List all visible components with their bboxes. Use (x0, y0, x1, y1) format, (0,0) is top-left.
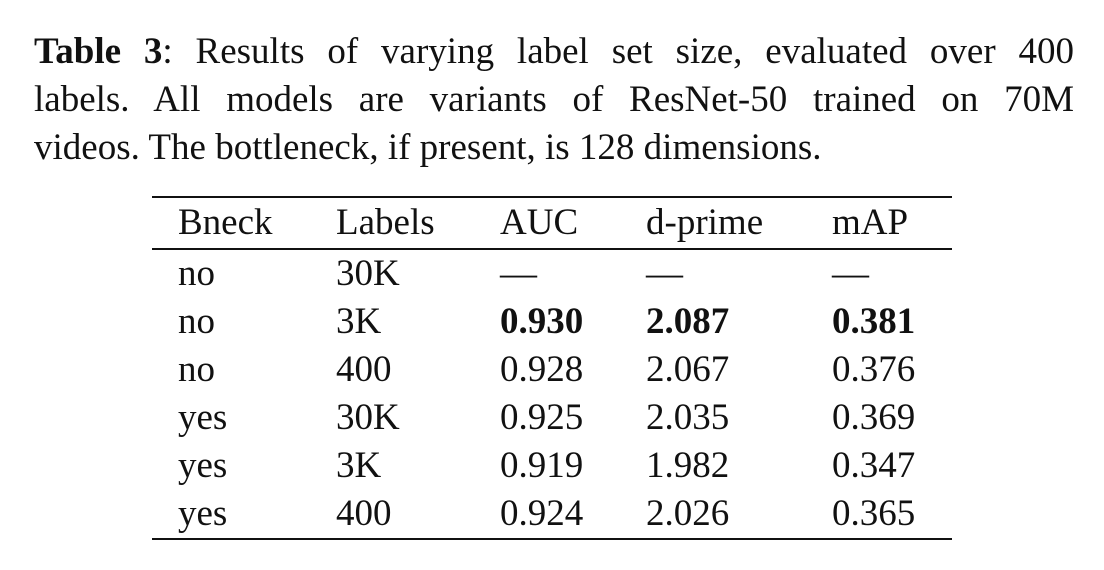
table-row: no 3K 0.930 2.087 0.381 (152, 298, 952, 346)
cell-auc: 0.928 (500, 349, 584, 390)
cell-d-prime: 2.067 (646, 349, 730, 390)
header-row: Bneck Labels AUC d-prime mAP (152, 197, 952, 249)
results-table: Bneck Labels AUC d-prime mAP no 30K — — — no 3… (152, 196, 952, 540)
cell-auc: 0.924 (500, 493, 584, 534)
cell-map: 0.376 (832, 349, 916, 390)
cell-map: 0.365 (832, 493, 916, 534)
cell-bneck: yes (178, 397, 228, 438)
caption-line-1: Table 3: Results of varying label set si… (34, 28, 1074, 76)
cell-map: 0.347 (832, 445, 916, 486)
cell-bneck: no (178, 253, 215, 294)
cell-d-prime: 2.026 (646, 493, 730, 534)
cell-bneck: yes (178, 445, 228, 486)
caption-label: Table 3 (34, 31, 163, 72)
cell-labels: 3K (336, 301, 382, 342)
cell-auc: 0.930 (500, 301, 584, 342)
cell-bneck: no (178, 349, 215, 390)
table-body: no 30K — — — no 3K 0.930 2.087 0.381 no 400 0.928 2.0… (152, 249, 952, 539)
cell-d-prime: — (646, 253, 683, 294)
caption-text-1: : Results of varying label set size, eva… (162, 31, 1074, 72)
cell-labels: 30K (336, 253, 400, 294)
header-map: mAP (832, 202, 909, 243)
caption-line-2: labels. All models are variants of ResNe… (34, 79, 1074, 120)
header-labels: Labels (336, 202, 435, 243)
cell-bneck: yes (178, 493, 228, 534)
results-table-container: Bneck Labels AUC d-prime mAP no 30K — — — no 3… (152, 196, 952, 540)
cell-labels: 400 (336, 493, 392, 534)
cell-labels: 3K (336, 445, 382, 486)
cell-auc: — (500, 253, 537, 294)
table-row: no 30K — — — (152, 249, 952, 298)
cell-labels: 30K (336, 397, 400, 438)
table-row: yes 400 0.924 2.026 0.365 (152, 490, 952, 539)
caption-line-3: videos. The bottleneck, if present, is 1… (34, 127, 822, 168)
cell-auc: 0.925 (500, 397, 584, 438)
cell-labels: 400 (336, 349, 392, 390)
table-row: yes 3K 0.919 1.982 0.347 (152, 442, 952, 490)
cell-auc: 0.919 (500, 445, 584, 486)
cell-map: 0.369 (832, 397, 916, 438)
table-caption: Table 3: Results of varying label set si… (34, 28, 1074, 172)
table-row: no 400 0.928 2.067 0.376 (152, 346, 952, 394)
cell-bneck: no (178, 301, 215, 342)
cell-d-prime: 2.087 (646, 301, 730, 342)
cell-map: 0.381 (832, 301, 916, 342)
cell-d-prime: 2.035 (646, 397, 730, 438)
header-d-prime: d-prime (646, 202, 764, 243)
header-auc: AUC (500, 202, 579, 243)
table-header: Bneck Labels AUC d-prime mAP (152, 197, 952, 249)
table-row: yes 30K 0.925 2.035 0.369 (152, 394, 952, 442)
cell-map: — (832, 253, 869, 294)
cell-d-prime: 1.982 (646, 445, 730, 486)
header-bneck: Bneck (178, 202, 273, 243)
